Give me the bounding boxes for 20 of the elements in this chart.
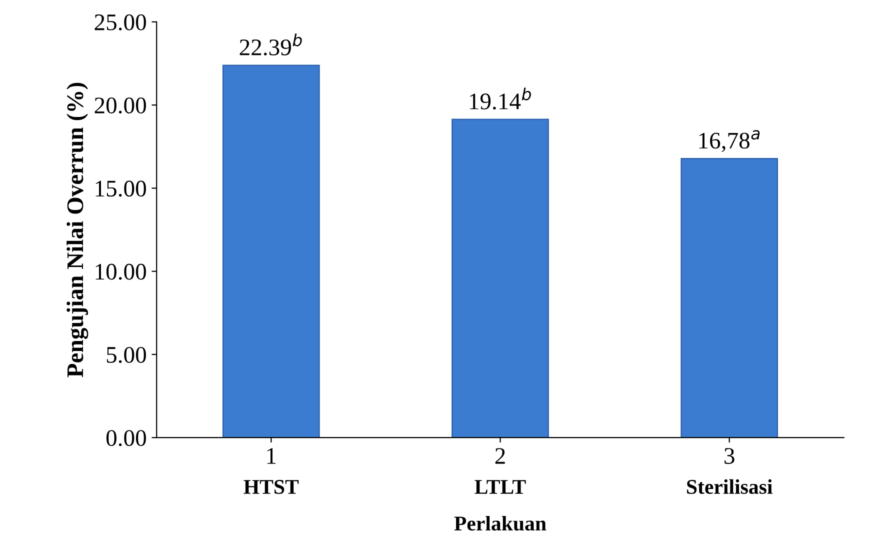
y-axis-title: Pengujian Nilai Overrun (%) bbox=[66, 82, 88, 378]
bar bbox=[452, 118, 549, 438]
text: HTST bbox=[244, 480, 299, 494]
y-tick-label: 0.00 bbox=[106, 430, 146, 446]
text: LTLT bbox=[474, 480, 526, 494]
text: Sterilisasi bbox=[687, 479, 772, 494]
y-tick-label: 10.00 bbox=[96, 264, 146, 280]
data-label: 16,78$^{a}$ bbox=[699, 130, 760, 152]
data-label: 19.14$^{b}$ bbox=[470, 88, 531, 110]
x-tick-label: 1 bbox=[267, 448, 276, 464]
bar bbox=[222, 64, 320, 438]
data-label: 22.39$^{b}$ bbox=[240, 34, 302, 56]
x-axis-title: Perlakuan bbox=[454, 516, 546, 531]
x-tick-label: 2 bbox=[495, 448, 505, 464]
bar bbox=[680, 158, 778, 438]
y-tick-label: 25.00 bbox=[94, 14, 146, 30]
y-tick-label: 5.00 bbox=[106, 346, 146, 363]
y-tick-label: 20.00 bbox=[94, 98, 146, 114]
x-tick-label: 3 bbox=[724, 448, 734, 464]
y-tick-label: 15.00 bbox=[96, 180, 146, 197]
